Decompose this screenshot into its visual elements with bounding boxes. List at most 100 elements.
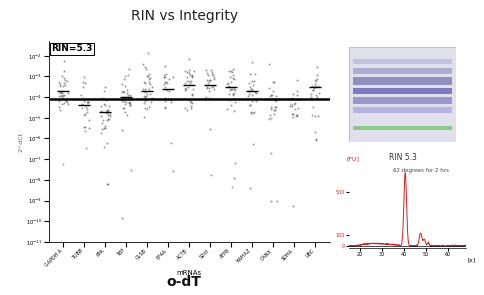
Point [76,93,84,97]
Point [244,88,252,93]
Text: o-dT: o-dT [166,275,201,289]
Point [266,94,273,99]
Point [247,86,255,91]
Text: [s]: [s] [467,258,475,263]
Point [292,93,300,97]
Point [98,120,106,125]
Point [293,106,301,111]
Point [252,98,259,103]
Bar [353,77,451,85]
Point [244,81,252,86]
FancyBboxPatch shape [348,47,455,142]
Point [60,75,67,80]
Point [225,84,232,89]
Point [210,75,217,80]
Text: RIN 5.3: RIN 5.3 [388,153,416,162]
Point [266,93,274,98]
Point [120,90,128,95]
Point [230,77,238,82]
Point [165,77,172,82]
Point [245,103,253,108]
Point [163,88,171,92]
Point [201,68,209,73]
Point [269,80,276,85]
Point [312,77,320,82]
Point [79,112,87,117]
Point [306,95,314,99]
Point [270,112,278,116]
Point [292,77,300,82]
Point [144,51,152,55]
Point [204,81,212,86]
Point [271,104,278,109]
Point [247,109,255,114]
Point [62,99,70,104]
Point [124,73,132,78]
Point [82,105,90,109]
Point [288,204,296,208]
Point [56,108,63,113]
Point [289,92,297,96]
Point [249,82,257,87]
Point [229,92,237,97]
Point [124,95,132,100]
Point [102,97,109,102]
Text: RIN vs Integrity: RIN vs Integrity [131,9,237,23]
Y-axis label: 2^dCt: 2^dCt [18,132,23,152]
Bar [353,127,451,130]
Point [97,114,105,119]
Bar [353,97,451,104]
Point [246,186,254,191]
Point [58,102,66,107]
Point [161,80,168,84]
Point [188,74,196,79]
Point [181,68,188,73]
Point [228,73,236,78]
Point [100,102,108,106]
Point [97,130,105,135]
Point [270,79,277,84]
Point [105,117,113,121]
Point [145,87,153,92]
Point [185,67,193,72]
Point [118,90,125,95]
Point [267,115,275,120]
Point [181,86,189,90]
Point [121,110,128,115]
Point [311,78,318,82]
Point [184,71,192,76]
Point [185,57,193,61]
Point [147,100,154,105]
Point [83,109,91,114]
Point [161,95,168,100]
Point [145,77,153,82]
Point [289,112,297,117]
Point [146,92,153,97]
Point [58,90,65,94]
Point [248,110,256,115]
Point [84,100,92,105]
Point [145,105,153,109]
Point [312,64,320,69]
Point [310,82,318,87]
Point [231,99,239,104]
Point [225,69,232,74]
Point [141,106,149,111]
Point [123,93,131,98]
Point [103,107,110,112]
Point [103,117,111,122]
X-axis label: mRNAs: mRNAs [176,270,201,276]
Point [103,182,111,186]
Text: 62 degrees for 2 hrs: 62 degrees for 2 hrs [393,168,448,173]
Point [55,88,63,93]
Point [230,85,238,90]
Point [55,94,63,99]
Point [289,115,297,120]
Point [63,102,71,107]
Point [293,88,301,93]
Point [161,105,168,110]
Point [313,72,320,77]
Point [269,89,276,94]
Point [228,69,236,74]
Point [80,75,88,80]
